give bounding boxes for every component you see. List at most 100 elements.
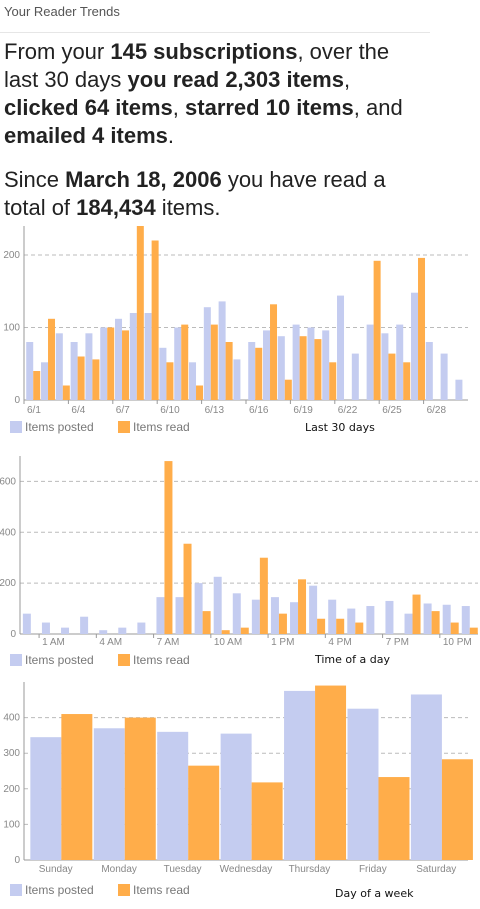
y-tick-label: 400 [3, 713, 20, 724]
bar-items-read [107, 327, 115, 400]
summary-total: Since March 18, 2006 you have read a tot… [4, 166, 424, 222]
summary-text: , and [353, 95, 403, 120]
items-emailed-count: emailed 4 items [4, 123, 168, 148]
bar-items-posted [85, 333, 93, 400]
bar-items-posted [41, 362, 49, 400]
bar-items-posted [218, 301, 226, 400]
bar-items-posted [410, 694, 442, 860]
x-tick-label: Wednesday [220, 864, 273, 875]
x-tick-label: 6/1 [27, 405, 41, 416]
legend-label-posted: Items posted [25, 883, 94, 897]
bar-items-posted [189, 362, 197, 400]
bar-items-posted [270, 597, 279, 634]
bar-items-posted [203, 307, 211, 400]
bar-items-posted [366, 324, 374, 400]
y-tick-label: 100 [3, 323, 20, 334]
bar-items-posted [347, 608, 356, 634]
bar-items-read [431, 611, 440, 634]
bar-items-posted [404, 613, 413, 634]
summary-text: items. [155, 195, 221, 220]
bar-items-posted [144, 313, 152, 400]
time-of-day-chart: 0 200 400 600 1 AM 4 AM 7 AM 10 AM 1 PM 4 PM 7 PM 1… [0, 456, 478, 667]
x-tick-label: 6/13 [205, 405, 225, 416]
bar-items-read [317, 618, 326, 634]
bar-items-read [183, 543, 192, 634]
bar-items-posted [157, 731, 189, 860]
bar-items-posted [118, 627, 127, 634]
bar-items-posted [396, 324, 404, 400]
bar-items-read [166, 362, 174, 400]
bar-items-posted [129, 313, 137, 400]
total-read-count: 184,434 [76, 195, 156, 220]
x-tick-label: 6/7 [116, 405, 130, 416]
bar-items-read [124, 717, 156, 860]
bar-items-posted [248, 342, 256, 400]
bar-items-posted [26, 342, 34, 400]
legend-label-posted: Items posted [25, 420, 94, 434]
y-tick-label: 0 [14, 395, 20, 406]
bar-items-posted [461, 606, 470, 634]
y-tick-label: 200 [3, 784, 20, 795]
bar-items-read [355, 622, 364, 634]
bar-items-posted [284, 690, 316, 860]
bar-items-posted [175, 597, 184, 634]
bar-items-read [151, 240, 159, 400]
y-tick-label: 400 [0, 527, 16, 538]
bar-items-read [136, 226, 144, 400]
bar-items-read [450, 622, 459, 634]
subscriptions-count: 145 subscriptions [110, 39, 298, 64]
title-divider [0, 32, 430, 33]
bar-items-posted [442, 604, 451, 634]
bar-items-posted [307, 327, 315, 400]
legend-swatch-posted [10, 421, 22, 433]
x-tick-label: 7 AM [157, 637, 180, 648]
x-tick-label: 1 PM [271, 637, 294, 648]
x-tick-label: Friday [359, 864, 387, 875]
page-title: Your Reader Trends [4, 4, 120, 19]
summary-text: Since [4, 167, 66, 192]
bar-items-read [164, 461, 173, 634]
bar-items-read [255, 347, 263, 400]
bar-items-read [314, 339, 322, 400]
bar-items-posted [30, 737, 62, 860]
bar-items-read [259, 557, 268, 634]
bar-items-read [61, 714, 93, 860]
bar-items-read [122, 330, 130, 400]
bar-items-read [33, 371, 41, 400]
bar-items-posted [322, 330, 330, 400]
x-tick-label: 6/22 [338, 405, 358, 416]
bar-items-posted [381, 333, 389, 400]
bar-items-posted [425, 342, 433, 400]
bar-items-read [240, 627, 249, 634]
bar-items-posted [41, 622, 50, 634]
bar-items-posted [137, 622, 146, 634]
x-tick-label: 10 AM [214, 637, 242, 648]
bar-items-read [62, 385, 70, 400]
x-tick-label: 6/10 [160, 405, 180, 416]
bar-items-read [181, 324, 189, 400]
bar-items-posted [292, 324, 300, 400]
summary-text: . [167, 123, 174, 148]
bar-items-read [378, 777, 410, 860]
bar-items-posted [156, 597, 165, 634]
bar-items-read [270, 304, 278, 400]
bar-items-posted [159, 347, 167, 400]
bar-items-posted [411, 292, 419, 400]
legend-swatch-read [118, 654, 130, 666]
bar-items-posted [93, 728, 125, 860]
x-tick-label: Saturday [416, 864, 456, 875]
bar-items-read [284, 379, 292, 400]
bar-items-posted [213, 576, 222, 634]
bar-items-read [441, 759, 473, 860]
bar-items-read [278, 613, 287, 634]
items-clicked-count: clicked 64 items [4, 95, 173, 120]
bar-items-posted [440, 353, 448, 400]
bar-items-posted [290, 602, 299, 634]
legend-swatch-read [118, 884, 130, 896]
bar-items-posted [220, 733, 252, 860]
bar-items-posted [351, 353, 359, 400]
bar-items-read [403, 362, 411, 400]
bar-items-posted [347, 708, 379, 860]
bar-items-read [418, 257, 426, 400]
x-tick-label: Thursday [289, 864, 331, 875]
